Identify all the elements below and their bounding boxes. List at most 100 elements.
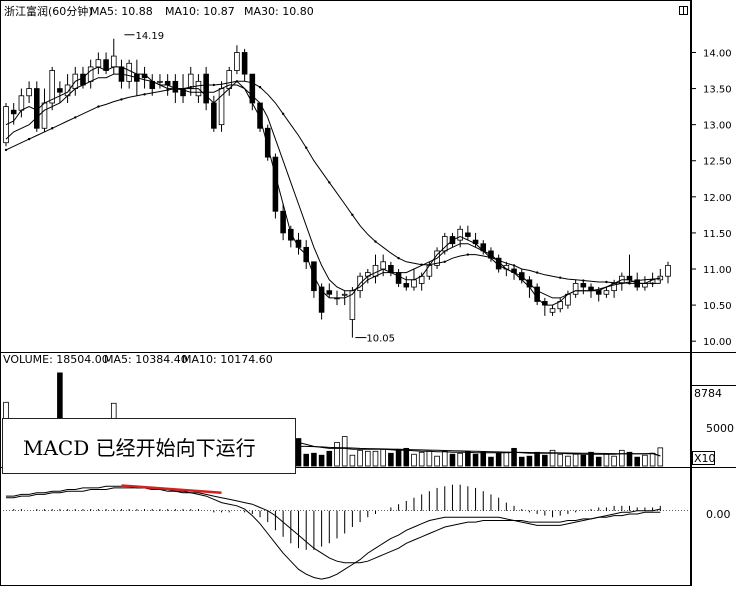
ma30-marker [628,282,631,285]
volume-bar-up [411,453,417,467]
volume-bar-down [403,447,410,467]
volume-bar-up [380,448,386,467]
ma30-marker [328,181,331,184]
ma30-marker [281,112,285,116]
ma30-marker [189,85,192,89]
volume-bar-up [619,449,625,467]
price-panel: 14.19 10.05 [3,31,671,345]
volume-header-ma5: MA5: 10384.40 [104,353,188,366]
candle-down [580,283,587,288]
candle-up [87,66,94,82]
volume-bar-down [511,447,517,467]
volume-bar-down [295,438,302,467]
macd-panel [0,484,691,580]
candle-down [241,52,248,75]
macd-axis-zero: 0.00 [706,508,731,521]
volume-bar-down [449,453,456,467]
price-tick-label: 11.00 [703,265,732,276]
ma30-marker [397,256,400,260]
ma30-marker [559,276,562,279]
volume-bar-down [480,451,487,467]
ma30-marker [535,271,539,274]
candle-down [403,283,410,288]
volume-bar-down [488,456,494,467]
candle-up [126,62,132,82]
volume-bar-up [642,454,648,467]
volume-bar-down [634,456,640,467]
volume-bar-up [457,452,463,467]
candle-down [326,290,333,295]
volume-bar-up [365,450,371,467]
ma30-marker [166,88,169,92]
candle-up [572,283,579,295]
volume-bar-down [588,451,594,467]
volume-header-ma10: MA10: 10174.60 [182,353,273,366]
candle-down [288,228,294,241]
volume-bar-up [557,453,564,467]
price-tick-label: 12.00 [703,193,732,204]
candle-down [249,73,256,104]
ma30-marker [120,98,123,101]
volume-bar-down [395,448,402,467]
volume-bar-down [311,452,317,467]
ma30-marker [235,80,239,83]
candle-down [264,127,271,158]
volume-bar-down [542,454,548,467]
volume-axis-top-value: 8784 [694,387,722,400]
candle-up [457,228,463,241]
high-label: 14.19 [135,31,164,42]
candle-down [164,80,171,86]
volume-bar-up [334,442,340,467]
volume-bar-up [426,450,433,467]
ma30-marker [143,93,146,96]
ma30-marker [97,105,100,108]
volume-bar-down [318,454,325,467]
ma30-marker [489,256,493,259]
candle-down [57,88,63,93]
volume-bar-up [565,455,571,467]
candle-down [203,73,209,104]
candle-down [626,275,633,281]
candle-down [318,286,325,313]
volume-bar-up [649,452,656,467]
candle-down [211,102,217,129]
volume-axis-tick: 5000 [706,422,734,435]
candle-up [110,55,117,68]
price-ma30-line [5,80,661,284]
plot-frame [0,0,691,586]
ma30-marker [374,240,377,243]
price-tick-label: 10.50 [703,301,732,312]
candle-up [665,264,671,277]
price-tick-label: 12.50 [703,157,732,168]
ma30-marker [605,280,608,284]
ma30-marker [651,282,654,285]
candle-down [465,232,471,237]
ma30-marker [443,260,446,263]
ma30-marker [582,279,585,282]
candle-up [157,80,163,83]
volume-bar-up [572,453,579,467]
ma30-marker [50,127,54,130]
volume-bar-down [595,456,602,467]
volume-bar-up [549,449,556,467]
volume-bar-up [357,449,363,467]
volume-bar-up [434,455,440,467]
candle-down [395,272,402,284]
candle-up [549,308,556,313]
ma30-marker [212,83,216,87]
price-tick-label: 13.50 [703,85,732,96]
candle-up [341,293,348,296]
candle-up [18,95,25,111]
ma30-marker [351,213,354,217]
price-tick-label: 10.00 [703,337,732,348]
volume-bar-down [388,452,394,467]
ma30-marker [74,116,77,119]
low-label: 10.05 [366,334,395,345]
volume-bar-up [372,450,379,467]
macd-trend-line [121,484,222,495]
volume-bar-up [657,447,664,467]
volume-bar-down [580,454,587,467]
candle-down [172,80,179,93]
